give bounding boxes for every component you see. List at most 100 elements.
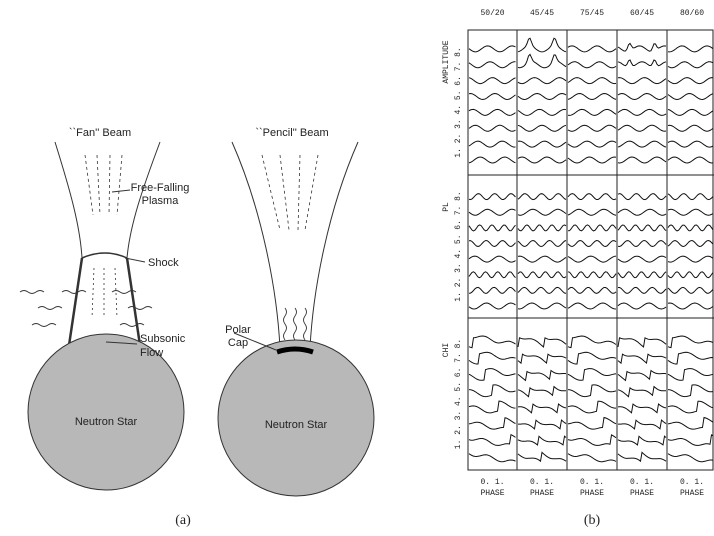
profile-trace <box>468 45 516 53</box>
profile-trace <box>617 353 667 365</box>
profile-trace <box>617 403 667 414</box>
profile-trace <box>667 255 714 263</box>
profile-trace <box>667 224 714 232</box>
x-label: PHASE <box>580 489 604 498</box>
profile-trace <box>517 92 567 101</box>
profile-trace <box>517 124 567 132</box>
profile-trace <box>517 369 567 382</box>
profile-trace <box>517 53 567 69</box>
profile-trace <box>567 208 617 216</box>
profile-trace <box>517 286 567 294</box>
profile-trace <box>667 61 714 69</box>
profile-trace <box>617 77 667 85</box>
profile-trace <box>667 302 714 310</box>
flow-label: Subsonic <box>140 333 186 345</box>
profile-trace <box>617 451 667 463</box>
star-label: Neutron Star <box>75 416 138 428</box>
row-ticks: 1. 2. 3. 4. 5. 6. 7. 8. <box>454 339 463 449</box>
profile-trace <box>667 286 714 294</box>
profile-trace <box>468 335 516 349</box>
profile-trace <box>667 351 714 365</box>
profile-trace <box>517 224 567 232</box>
profile-trace <box>517 77 567 85</box>
profile-trace <box>468 351 516 365</box>
profile-trace <box>667 416 714 430</box>
profile-trace <box>468 417 516 430</box>
profile-trace <box>617 337 667 348</box>
row-ticks: 1. 2. 3. 4. 5. 6. 7. 8. <box>454 47 463 157</box>
flow-label: Flow <box>140 347 163 359</box>
profile-trace <box>517 37 567 53</box>
profile-trace <box>468 384 516 398</box>
profile-trace <box>667 434 714 446</box>
profile-trace <box>617 255 667 263</box>
profile-trace <box>667 156 714 164</box>
profile-trace <box>567 224 617 232</box>
profile-trace <box>567 286 617 294</box>
profile-trace <box>567 92 617 101</box>
profile-trace <box>617 240 667 248</box>
profile-trace <box>667 368 714 381</box>
profile-trace <box>517 435 567 446</box>
profile-trace <box>468 255 516 263</box>
profile-trace <box>567 416 617 430</box>
column-header: 75/45 <box>580 9 604 18</box>
profile-trace <box>517 108 567 116</box>
profile-trace <box>468 108 516 116</box>
profile-trace <box>618 419 667 430</box>
profile-trace <box>567 302 617 310</box>
profile-trace <box>617 42 667 52</box>
profile-trace <box>517 239 567 247</box>
profile-trace <box>567 351 617 365</box>
profile-trace <box>617 208 667 216</box>
row-label: PL <box>442 202 451 212</box>
profile-trace <box>617 271 667 279</box>
profile-trace <box>567 61 617 69</box>
profile-trace <box>468 77 516 85</box>
profile-trace <box>667 124 714 132</box>
plasma-label: Free-Falling <box>131 182 190 194</box>
profile-trace <box>517 271 567 279</box>
profile-trace <box>667 45 714 53</box>
phase-ticks: 0. 1. <box>480 478 504 487</box>
profile-trace <box>468 433 516 446</box>
profile-trace <box>468 240 516 248</box>
profile-trace <box>617 92 667 101</box>
profile-trace <box>517 353 567 365</box>
profile-trace <box>468 124 516 132</box>
frame <box>467 29 714 471</box>
neutron-star <box>217 339 375 497</box>
profile-trace <box>667 77 714 85</box>
profile-trace <box>667 271 714 279</box>
profile-trace <box>567 45 617 53</box>
profile-trace <box>567 271 617 279</box>
profile-trace <box>518 419 567 430</box>
profile-trace <box>667 384 714 398</box>
pulse-profile-grid: 50/20 0. 1. PHASE 45/45 0. 1. PHASE 75/45 0. 1.… <box>442 9 714 498</box>
leader-line <box>124 257 146 263</box>
profile-trace <box>468 286 516 294</box>
profile-trace <box>468 61 516 69</box>
leader-line <box>233 332 277 351</box>
pencil-beam-diagram <box>231 141 359 355</box>
profile-trace <box>468 92 516 101</box>
caption: (a) <box>175 513 191 528</box>
profile-trace <box>567 193 617 201</box>
profile-trace <box>468 156 516 164</box>
column-header: 45/45 <box>530 9 554 18</box>
profile-trace <box>618 286 667 294</box>
profile-trace <box>517 156 567 164</box>
polar-cap <box>276 346 314 355</box>
profile-trace <box>517 193 567 201</box>
profile-trace <box>567 124 617 132</box>
profile-trace <box>567 140 617 148</box>
profile-trace <box>667 193 714 201</box>
profile-trace <box>468 140 516 148</box>
leader-line <box>105 341 138 345</box>
profile-trace <box>468 193 516 201</box>
phase-ticks: 0. 1. <box>680 478 704 487</box>
row-label: CHI <box>442 343 451 357</box>
profile-trace <box>617 156 667 164</box>
profile-trace <box>617 435 667 446</box>
